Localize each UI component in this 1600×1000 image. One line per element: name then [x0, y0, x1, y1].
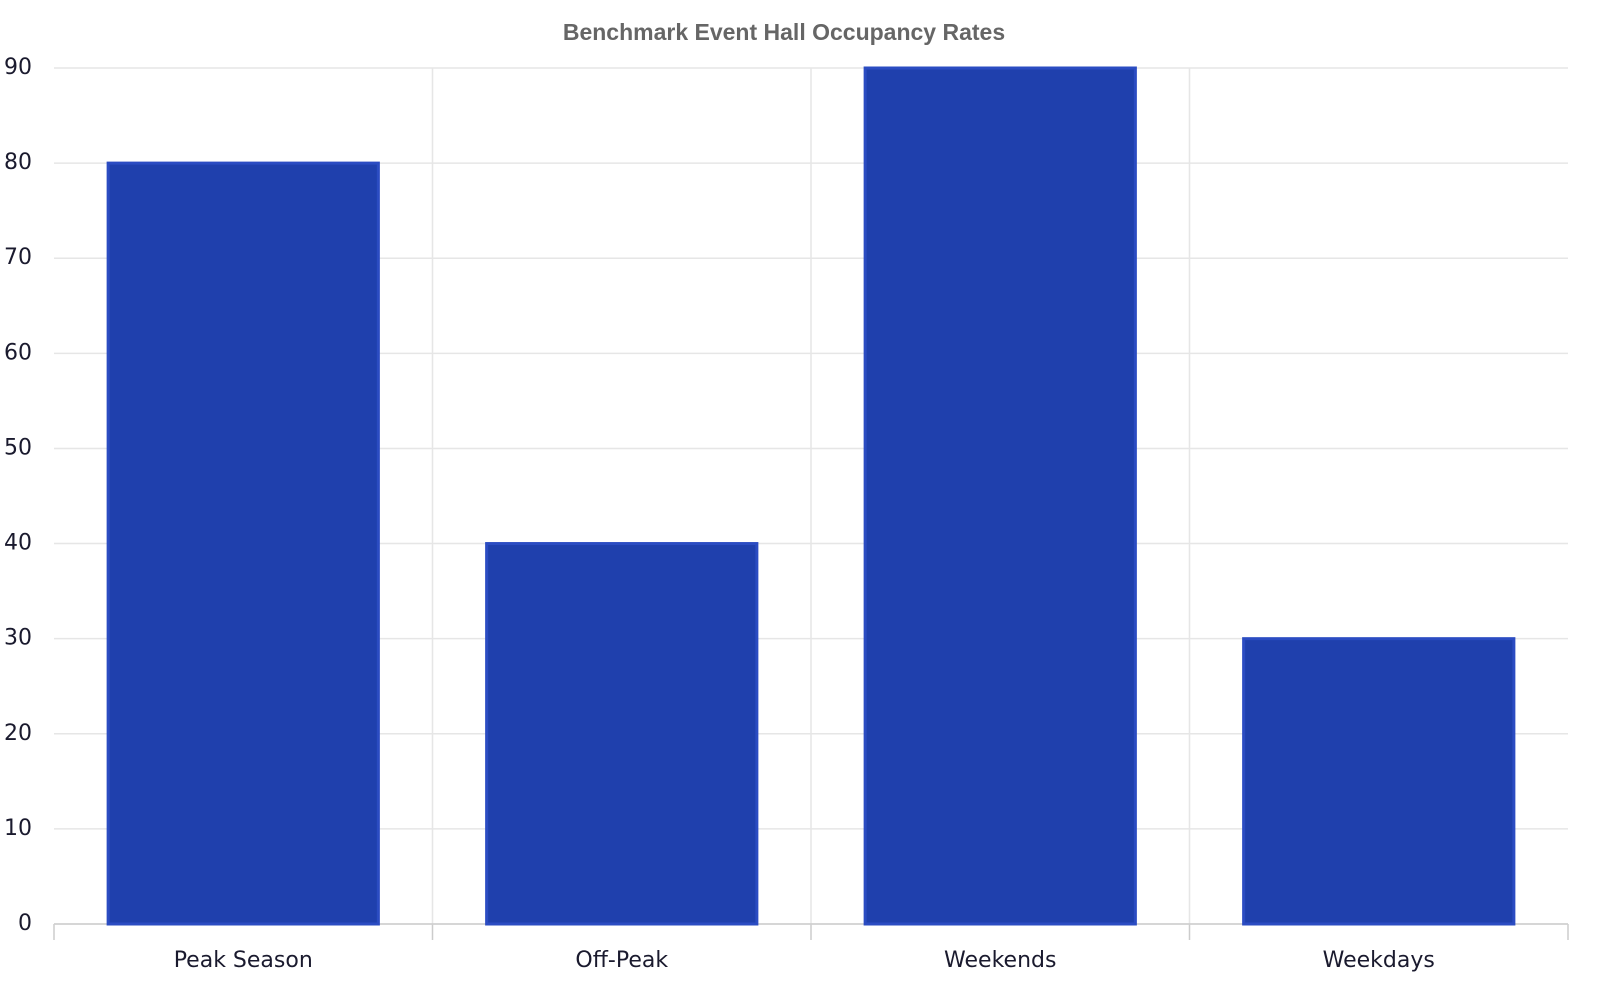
x-tick-label: Weekends	[944, 948, 1056, 973]
y-tick-label: 30	[4, 626, 32, 651]
y-tick-label: 70	[4, 245, 32, 270]
chart-title: Benchmark Event Hall Occupancy Rates	[563, 19, 1005, 45]
y-tick-label: 0	[18, 911, 32, 936]
bar	[1242, 637, 1516, 926]
y-tick-label: 80	[4, 150, 32, 175]
y-tick-label: 50	[4, 435, 32, 460]
y-tick-label: 20	[4, 721, 32, 746]
x-tick-label: Off-Peak	[575, 948, 668, 973]
bar	[485, 542, 759, 926]
x-tick-label: Weekdays	[1323, 948, 1435, 973]
bar	[106, 161, 380, 926]
bar	[863, 66, 1137, 926]
y-tick-label: 10	[4, 816, 32, 841]
y-tick-label: 90	[4, 55, 32, 80]
y-tick-label: 40	[4, 531, 32, 556]
x-tick-label: Peak Season	[174, 948, 313, 973]
y-tick-label: 60	[4, 340, 32, 365]
